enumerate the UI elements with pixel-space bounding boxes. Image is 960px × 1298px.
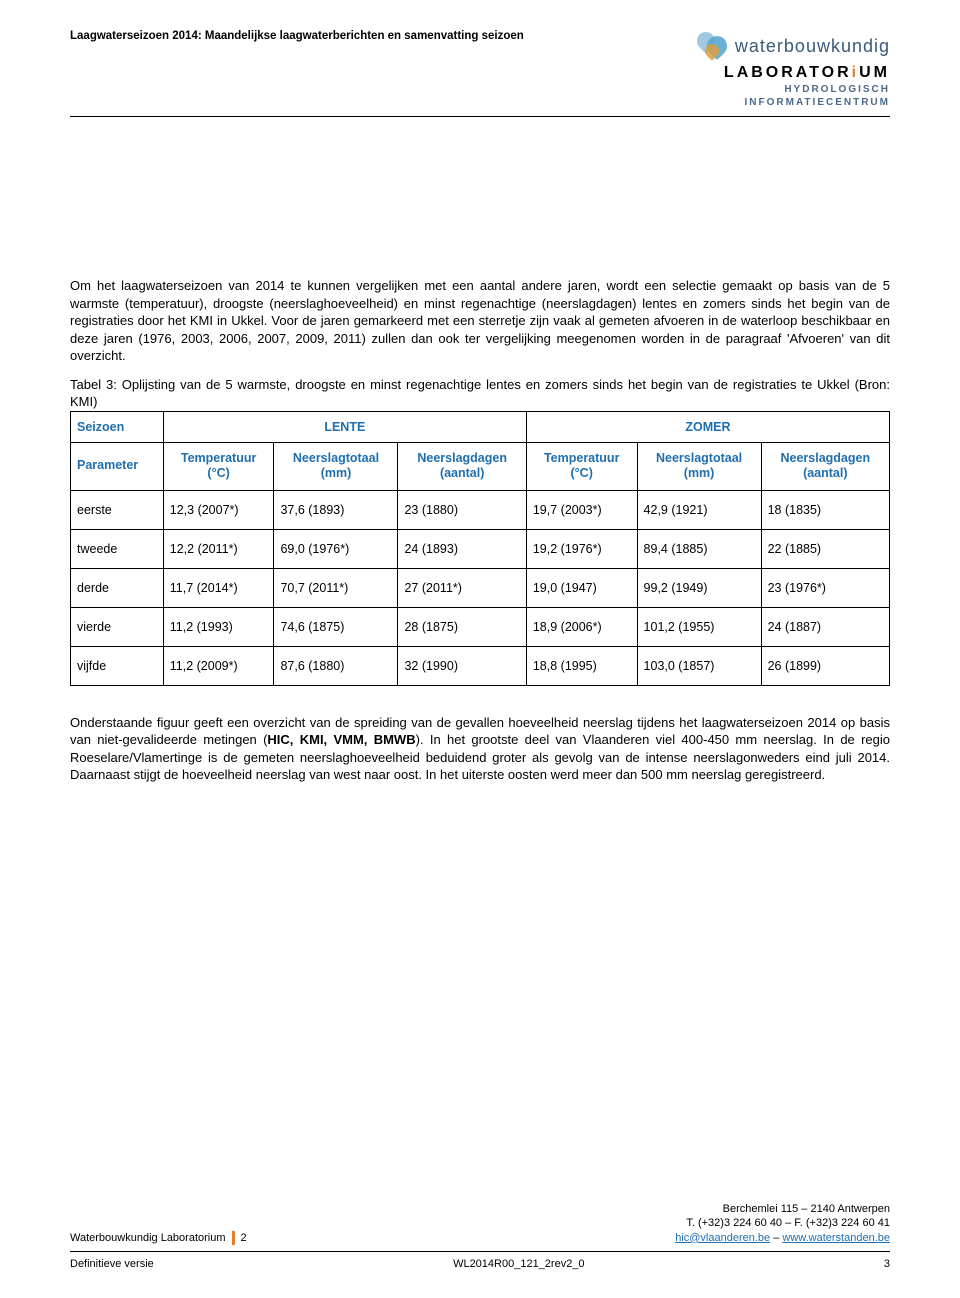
logo-word2b: i — [852, 64, 859, 81]
table-row: derde 11,7 (2014*) 70,7 (2011*) 27 (2011… — [71, 568, 890, 607]
cell: 18 (1835) — [761, 490, 889, 529]
cell: 19,7 (2003*) — [526, 490, 637, 529]
cell: 87,6 (1880) — [274, 646, 398, 685]
footer-page-bottom: 3 — [884, 1258, 890, 1270]
logo-sub1: HYDROLOGISCH — [784, 84, 890, 95]
paragraph-2: Onderstaande figuur geeft een overzicht … — [70, 714, 890, 784]
table-caption: Tabel 3: Oplijsting van de 5 warmste, dr… — [70, 377, 890, 411]
footer-email-link[interactable]: hic@vlaanderen.be — [675, 1232, 770, 1244]
th-ndag-z: Neerslagdagen(aantal) — [761, 442, 889, 490]
footer-lab: Waterbouwkundig Laboratorium — [70, 1232, 226, 1244]
footer-version: Definitieve versie — [70, 1258, 154, 1270]
cell: 19,0 (1947) — [526, 568, 637, 607]
p2b: HIC, KMI, VMM, BMWB — [267, 732, 415, 747]
logo-word2a: LABORATOR — [724, 64, 852, 81]
cell: 11,2 (2009*) — [163, 646, 274, 685]
cell: 99,2 (1949) — [637, 568, 761, 607]
doc-header-title: Laagwaterseizoen 2014: Maandelijkse laag… — [70, 30, 524, 42]
logo-word2c: UM — [859, 64, 890, 81]
table-row: vijfde 11,2 (2009*) 87,6 (1880) 32 (1990… — [71, 646, 890, 685]
footer-bar-icon — [232, 1231, 235, 1245]
footer-tel: T. (+32)3 224 60 40 – F. (+32)3 224 60 4… — [675, 1216, 890, 1230]
cell: 18,8 (1995) — [526, 646, 637, 685]
cell: 101,2 (1955) — [637, 607, 761, 646]
footer-web-link[interactable]: www.waterstanden.be — [782, 1232, 890, 1244]
footer-sep: – — [770, 1232, 782, 1244]
logo-word1: waterbouwkundig — [735, 36, 890, 57]
cell: 19,2 (1976*) — [526, 529, 637, 568]
cell: 12,3 (2007*) — [163, 490, 274, 529]
footer-page-top: 2 — [241, 1232, 247, 1244]
cell: 32 (1990) — [398, 646, 526, 685]
th-parameter: Parameter — [71, 442, 164, 490]
logo-drops-icon — [695, 30, 729, 62]
cell: 89,4 (1885) — [637, 529, 761, 568]
logo: waterbouwkundig LABORATORiUM HYDROLOGISC… — [695, 30, 890, 108]
cell: 27 (2011*) — [398, 568, 526, 607]
footer: Waterbouwkundig Laboratorium 2 Berchemle… — [70, 1202, 890, 1270]
cell: 11,7 (2014*) — [163, 568, 274, 607]
th-temp-l: Temperatuur(°C) — [163, 442, 274, 490]
cell: 22 (1885) — [761, 529, 889, 568]
logo-word2: LABORATORiUM — [724, 64, 890, 82]
logo-sub2: INFORMATIECENTRUM — [745, 97, 890, 108]
cell: 11,2 (1993) — [163, 607, 274, 646]
cell: 24 (1887) — [761, 607, 889, 646]
th-ntot-l: Neerslagtotaal(mm) — [274, 442, 398, 490]
row-label: vierde — [71, 607, 164, 646]
th-ntot-z: Neerslagtotaal(mm) — [637, 442, 761, 490]
cell: 103,0 (1857) — [637, 646, 761, 685]
table-row: vierde 11,2 (1993) 74,6 (1875) 28 (1875)… — [71, 607, 890, 646]
cell: 26 (1899) — [761, 646, 889, 685]
th-lente: LENTE — [163, 411, 526, 442]
row-label: vijfde — [71, 646, 164, 685]
row-label: tweede — [71, 529, 164, 568]
cell: 24 (1893) — [398, 529, 526, 568]
footer-code: WL2014R00_121_2rev2_0 — [453, 1258, 585, 1270]
cell: 74,6 (1875) — [274, 607, 398, 646]
cell: 70,7 (2011*) — [274, 568, 398, 607]
th-zomer: ZOMER — [526, 411, 889, 442]
table-row: tweede 12,2 (2011*) 69,0 (1976*) 24 (189… — [71, 529, 890, 568]
th-ndag-l: Neerslagdagen(aantal) — [398, 442, 526, 490]
cell: 12,2 (2011*) — [163, 529, 274, 568]
cell: 18,9 (2006*) — [526, 607, 637, 646]
cell: 42,9 (1921) — [637, 490, 761, 529]
paragraph-1: Om het laagwaterseizoen van 2014 te kunn… — [70, 277, 890, 365]
cell: 23 (1880) — [398, 490, 526, 529]
footer-rule — [70, 1251, 890, 1252]
cell: 69,0 (1976*) — [274, 529, 398, 568]
cell: 28 (1875) — [398, 607, 526, 646]
table-row: eerste 12,3 (2007*) 37,6 (1893) 23 (1880… — [71, 490, 890, 529]
row-label: eerste — [71, 490, 164, 529]
th-temp-z: Temperatuur(°C) — [526, 442, 637, 490]
row-label: derde — [71, 568, 164, 607]
header-rule — [70, 116, 890, 117]
cell: 37,6 (1893) — [274, 490, 398, 529]
climate-table: Seizoen LENTE ZOMER Parameter Temperatuu… — [70, 411, 890, 686]
footer-address: Berchemlei 115 – 2140 Antwerpen — [675, 1202, 890, 1216]
th-seizoen: Seizoen — [71, 411, 164, 442]
cell: 23 (1976*) — [761, 568, 889, 607]
